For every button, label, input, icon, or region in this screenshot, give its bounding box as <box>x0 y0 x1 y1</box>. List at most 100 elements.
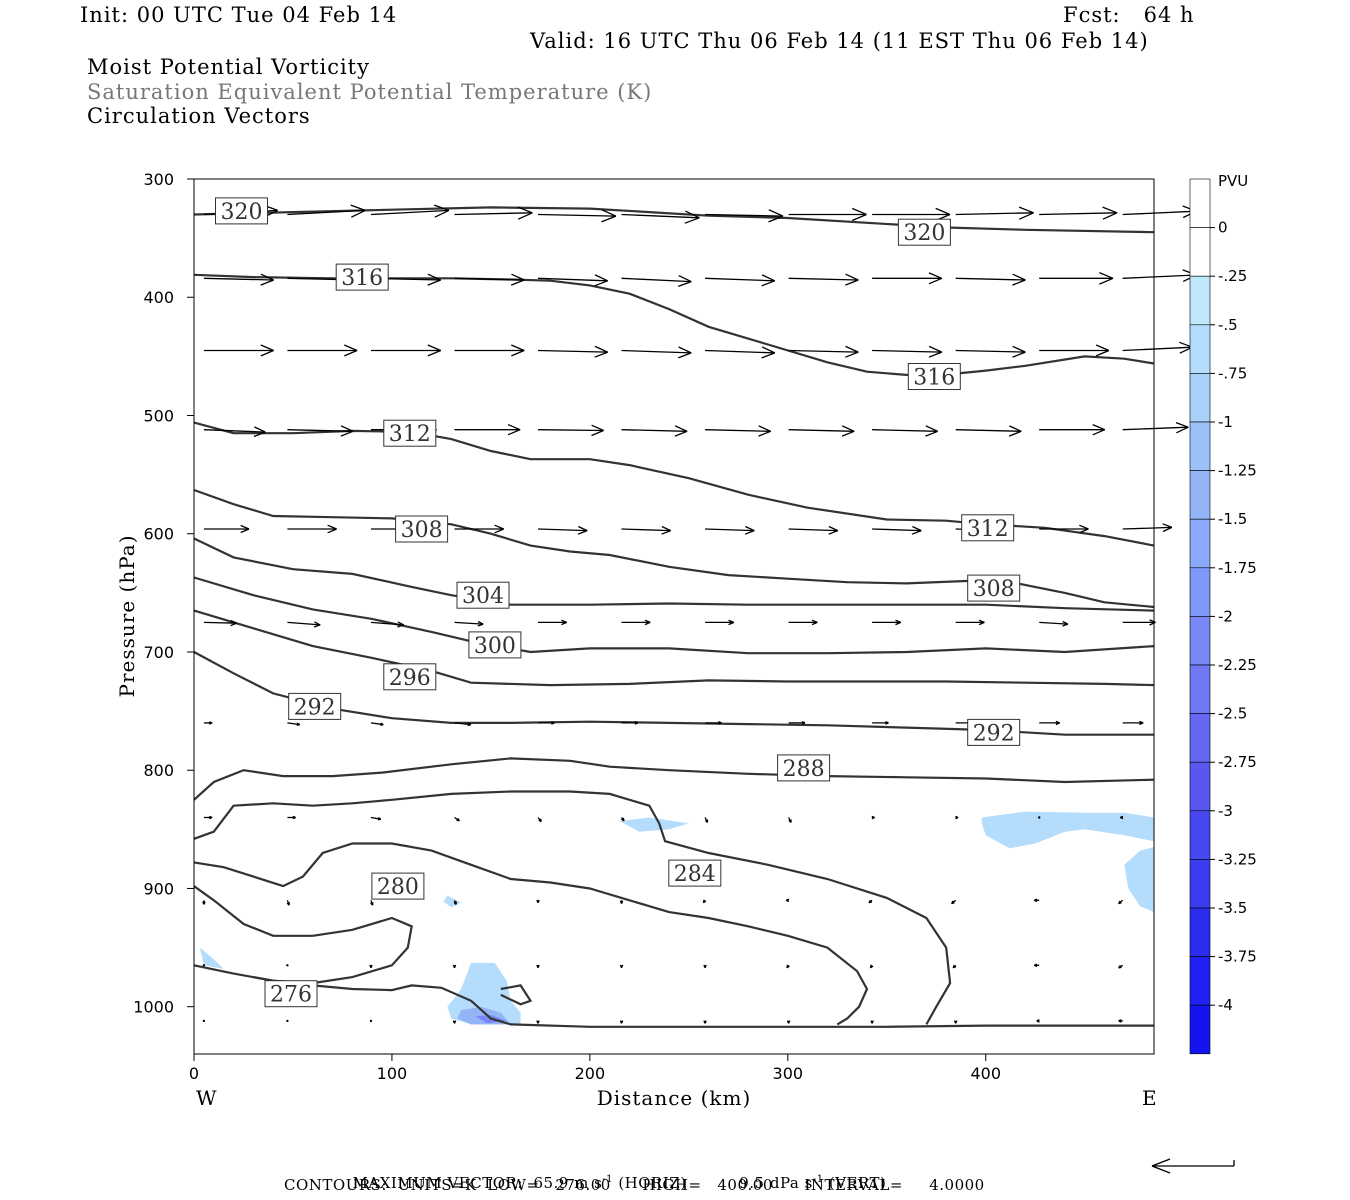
svg-text:316: 316 <box>341 266 383 291</box>
vector-arrow <box>287 425 354 437</box>
svg-text:276: 276 <box>270 983 312 1008</box>
vector-arrow <box>953 1020 958 1024</box>
svg-text:312: 312 <box>967 517 1009 542</box>
contour-label-280: 280 <box>371 872 425 900</box>
vector-arrow <box>788 619 818 626</box>
theta-contour-316-1 <box>193 273 1155 378</box>
init-time: Init: 00 UTC Tue 04 Feb 14 <box>80 3 398 27</box>
vector-arrow <box>1039 272 1114 285</box>
vector-arrow <box>286 1019 289 1023</box>
vector-arrow <box>287 524 337 534</box>
max-vector-horiz: 65.9 m s <box>533 1174 603 1192</box>
colorbar-swatch <box>1189 373 1211 423</box>
colorbar-swatch <box>1189 324 1211 374</box>
svg-text:284: 284 <box>674 862 716 887</box>
vector-arrow <box>1118 964 1124 969</box>
vector-arrow <box>203 721 213 725</box>
field-title-theta-es: Saturation Equivalent Potential Temperat… <box>87 80 653 104</box>
vector-arrow <box>621 346 692 359</box>
pv-region-1 <box>443 895 462 908</box>
contour-label-312: 312 <box>961 514 1015 542</box>
vector-arrow <box>872 619 902 626</box>
vector-arrow <box>203 426 266 438</box>
vector-arrow <box>1120 815 1124 820</box>
contour-label-320: 320 <box>215 197 268 225</box>
plot-frame <box>193 178 1155 1055</box>
vector-arrow <box>872 425 938 437</box>
vector-arrow <box>951 899 957 905</box>
pv-region-0 <box>199 947 224 969</box>
vector-arrow <box>371 344 441 357</box>
vector-arrow <box>619 964 624 969</box>
vector-arrow <box>369 1019 373 1023</box>
vector-arrow <box>705 346 776 359</box>
y-tick-label: 600 <box>143 525 174 544</box>
vector-arrow <box>202 900 206 905</box>
svg-text:288: 288 <box>783 757 825 782</box>
colorbar-label: -1 <box>1218 413 1233 431</box>
x-tick-label: 300 <box>773 1064 804 1083</box>
vector-arrow <box>788 525 839 535</box>
colorbar-label: -2 <box>1218 607 1233 625</box>
vector-arrow <box>287 344 358 357</box>
theta-contour-296-6 <box>193 609 1155 687</box>
svg-text:292: 292 <box>294 695 336 720</box>
colorbar-swatch <box>1189 664 1211 714</box>
vector-arrow <box>621 525 671 535</box>
x-tick-label: 0 <box>189 1064 199 1083</box>
valid-time: Valid: 16 UTC Thu 06 Feb 14 (11 EST Thu … <box>530 29 1149 53</box>
colorbar-label: -3.75 <box>1218 948 1257 966</box>
vector-arrow <box>704 817 709 823</box>
vector-arrow <box>538 619 567 626</box>
vector-arrow <box>452 964 457 969</box>
y-axis-title: Pressure (hPa) <box>115 535 139 698</box>
theta-contour-288-8 <box>193 757 1155 801</box>
vector-arrow <box>705 721 722 725</box>
vector-arrow <box>788 273 859 286</box>
vector-arrow <box>1036 1019 1040 1023</box>
x-tick-label: 400 <box>970 1064 1001 1083</box>
horiz-exponent: -1 <box>602 1174 614 1185</box>
y-tick-label: 300 <box>143 170 174 189</box>
vector-arrow <box>955 815 959 820</box>
y-tick-label: 1000 <box>133 998 174 1017</box>
vector-arrow <box>454 722 472 727</box>
vector-arrow <box>1122 205 1197 219</box>
pv-region-5 <box>619 817 689 832</box>
vector-arrow <box>785 898 790 903</box>
colorbar-label: -.25 <box>1218 267 1247 285</box>
vector-arrow <box>537 525 588 535</box>
axes: 0 100 200 300 400 300 400 500 600 700 800 900 1000 <box>133 170 1001 1083</box>
vector-arrow <box>786 1020 791 1024</box>
x-tick-label: 100 <box>377 1064 408 1083</box>
vector-arrow <box>955 206 1034 220</box>
vector-arrow <box>369 964 373 969</box>
colorbar-swatch <box>1189 761 1211 812</box>
vector-arrow <box>287 722 301 727</box>
theta-contour-304-4 <box>193 537 1155 612</box>
colorbar-label: -3 <box>1218 802 1233 820</box>
colorbar-label: -.75 <box>1218 364 1247 382</box>
colorbar-label: -2.25 <box>1218 656 1257 674</box>
max-vector-label: MAXIMUM VECTOR: <box>352 1174 523 1192</box>
vector-arrow <box>620 817 625 822</box>
max-vector-line: MAXIMUM VECTOR: 65.9 m s-1 (HORIZ) 9.5 d… <box>342 1156 886 1192</box>
vector-arrow <box>536 1020 540 1024</box>
contour-labels: 320 320 316 316 312 312 308 308 304 300 296 292 292 2… <box>215 197 1021 1008</box>
vector-arrow <box>537 424 604 437</box>
contour-label-316: 316 <box>335 263 389 291</box>
vector-arrow <box>537 345 608 358</box>
colorbar-swatch <box>1189 616 1211 666</box>
theta-contour-276-12 <box>193 964 1154 1028</box>
vector-arrow <box>788 207 867 222</box>
vector-arrow <box>1118 899 1124 905</box>
vector-arrow <box>370 204 450 218</box>
colorbar-swatch <box>1189 470 1211 520</box>
vector-arrow <box>203 344 274 357</box>
max-vector-vert: 9.5 dPa s <box>739 1174 813 1192</box>
west-label: W <box>196 1086 218 1110</box>
svg-text:316: 316 <box>913 366 955 391</box>
pv-region-2 <box>447 963 521 1025</box>
vector-arrow <box>621 425 688 437</box>
